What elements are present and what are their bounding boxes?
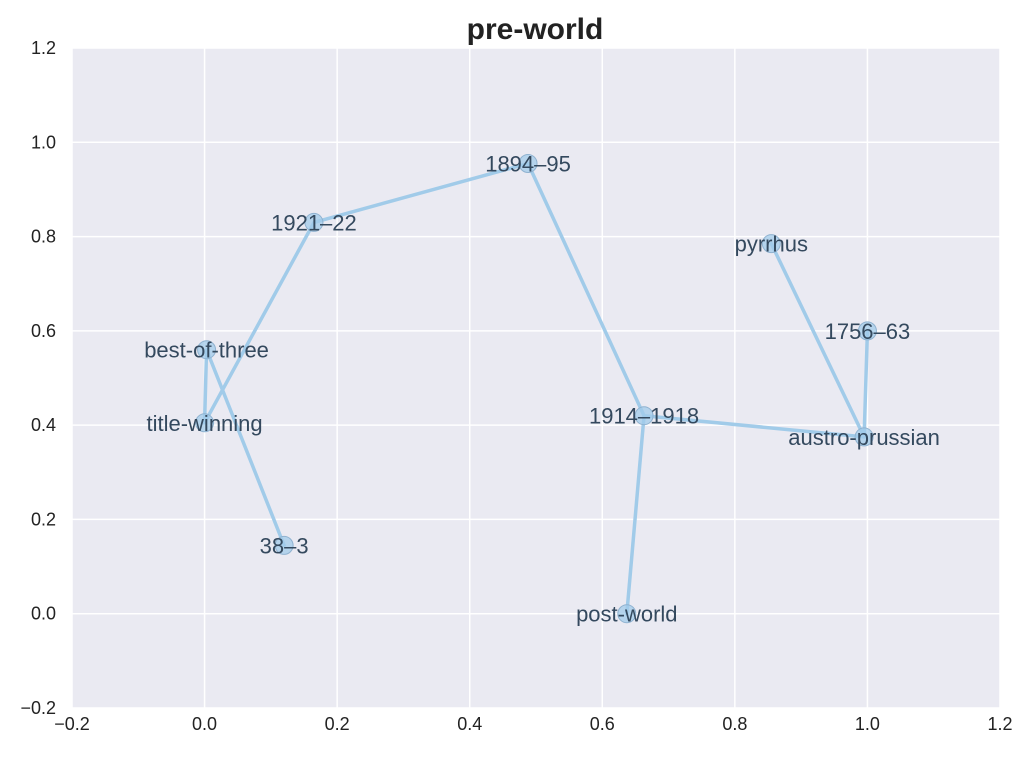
x-tick-label: 0.8	[722, 714, 747, 734]
data-point	[518, 154, 538, 173]
y-tick-label: −0.2	[20, 698, 56, 718]
y-tick-label: 0.4	[31, 415, 56, 435]
x-tick-label: 0.2	[325, 714, 350, 734]
data-point-label: 1894–95	[485, 152, 571, 177]
data-point-label: 1756–63	[825, 319, 911, 344]
x-tick-label: 0.6	[590, 714, 615, 734]
x-tick-label: 1.2	[987, 714, 1012, 734]
chart-title: pre-world	[467, 13, 604, 46]
series-points	[195, 154, 877, 624]
x-tick-label: 1.0	[855, 714, 880, 734]
data-point-label: post-world	[576, 602, 677, 627]
x-tick-label: −0.2	[54, 714, 90, 734]
y-tick-label: 0.2	[31, 509, 56, 529]
data-point-label: title-winning	[146, 411, 262, 436]
data-point	[634, 406, 654, 426]
grid-lines	[71, 47, 1001, 709]
data-point-label: 1914–1918	[589, 404, 699, 429]
data-point	[274, 535, 294, 555]
data-point	[197, 340, 217, 360]
data-point-label: 1921–22	[271, 210, 357, 235]
data-point	[761, 234, 781, 254]
x-axis-ticks: −0.2 0.0 0.2 0.4 0.6 0.8 1.0 1.2	[54, 714, 1012, 734]
data-point	[304, 212, 324, 232]
data-point-label: pyrrhus	[735, 232, 808, 257]
data-point-label: austro-prussian	[788, 425, 940, 450]
data-point	[857, 321, 877, 341]
data-point	[617, 604, 637, 624]
y-tick-label: 1.2	[31, 38, 56, 58]
series-line	[769, 241, 866, 439]
y-tick-label: 1.0	[31, 132, 56, 152]
data-point	[854, 427, 874, 447]
point-labels: 38–3 best-of-three title-winning 1921–22 189…	[144, 152, 940, 627]
y-tick-label: 0.6	[31, 321, 56, 341]
y-tick-label: 0.0	[31, 604, 56, 624]
y-axis-ticks: −0.2 0.0 0.2 0.4 0.6 0.8 1.0 1.2	[20, 38, 56, 718]
x-tick-label: 0.0	[192, 714, 217, 734]
y-tick-label: 0.8	[31, 227, 56, 247]
plot-area	[72, 48, 1000, 708]
data-point-label: best-of-three	[144, 338, 269, 363]
data-point-label: 38–3	[260, 533, 309, 558]
x-tick-label: 0.4	[457, 714, 482, 734]
data-point	[195, 413, 215, 433]
